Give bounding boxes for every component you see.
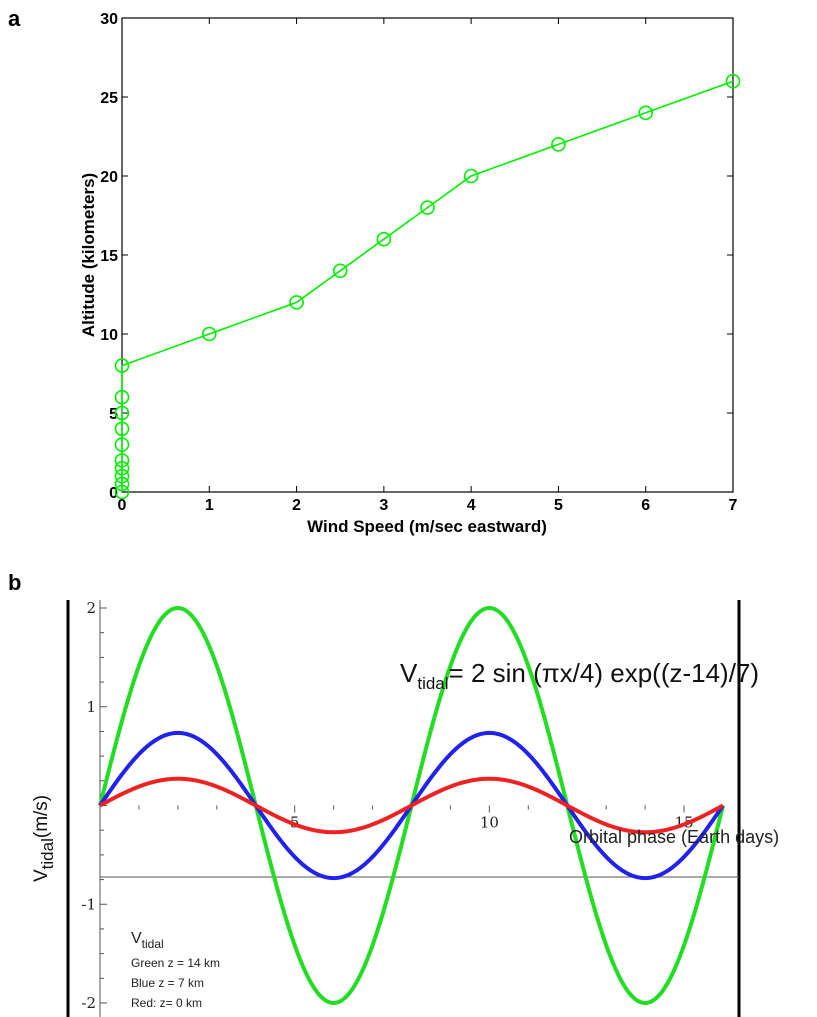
chart-a-point — [114, 484, 130, 500]
chart-a-x-tick-label: 2 — [292, 497, 301, 514]
chart-a-y-tick-label: 0 — [109, 485, 118, 502]
chart-a-point — [114, 437, 130, 452]
chart-a-ticks: 0 1 2 3 4 5 6 7 0 5 10 15 20 25 30 — [100, 11, 737, 514]
chart-a-y-axis-title: Altitude (kilometers) — [79, 173, 98, 337]
chart-a-point — [289, 295, 304, 310]
chart-b-y-tick-label: -1 — [81, 895, 96, 913]
chart-a-x-tick-label: 4 — [467, 497, 476, 514]
chart-a-point — [114, 476, 130, 492]
chart-a-point — [551, 137, 566, 152]
chart-a-y-tick-label: 5 — [109, 406, 118, 423]
chart-a-x-tick-label: 3 — [379, 497, 388, 514]
legend-line-blue: Blue z = 7 km — [131, 976, 204, 990]
chart-a-series — [114, 73, 741, 500]
chart-a-y-tick-label: 15 — [100, 248, 118, 265]
chart-a-point — [376, 231, 392, 247]
chart-a-point — [114, 453, 130, 468]
chart-a-point — [114, 421, 130, 437]
chart-a-point — [201, 326, 217, 342]
chart-b-legend: Vtidal Green z = 14 km Blue z = 7 km Red… — [131, 930, 220, 1010]
chart-b-series — [98, 605, 725, 1006]
chart-a-point — [114, 405, 130, 421]
chart-a-y-tick-label: 10 — [100, 327, 118, 344]
chart-b-y-tick-label: 2 — [86, 600, 96, 617]
chart-a-x-tick-label: 0 — [118, 497, 127, 514]
legend-title: Vtidal — [131, 930, 164, 951]
chart-a-series-line — [121, 80, 734, 492]
panel-label-b: b — [8, 570, 22, 595]
chart-b-y-tick-label: 1 — [86, 698, 96, 716]
chart-a-point — [114, 468, 130, 484]
chart-a-point — [638, 105, 654, 121]
chart-a-y-tick-label: 25 — [100, 90, 118, 107]
chart-a-point — [463, 168, 479, 184]
chart-a-x-axis-title: Wind Speed (m/sec eastward) — [307, 517, 547, 536]
chart-b-y-tick-label: -2 — [81, 994, 96, 1012]
chart-a: 0 1 2 3 4 5 6 7 0 5 10 15 20 25 30 Wind Speed (m/sec e… — [79, 11, 741, 536]
chart-a-point — [114, 460, 130, 476]
chart-a-x-tick-label: 6 — [641, 497, 650, 514]
chart-a-point — [332, 263, 348, 279]
chart-a-x-tick-label: 5 — [554, 497, 563, 514]
chart-b-x-axis-title: Orbital phase (Earth days) — [569, 827, 779, 847]
chart-a-point — [420, 200, 435, 215]
chart-a-point — [114, 389, 130, 405]
chart-a-point — [114, 358, 130, 373]
chart-b-equation: Vtidal= 2 sin (πx/4) exp((z-14)/7) — [400, 658, 759, 693]
legend-line-red: Red: z= 0 km — [131, 996, 202, 1010]
chart-a-x-tick-label: 1 — [205, 497, 214, 514]
chart-a-y-tick-label: 30 — [100, 11, 118, 28]
panel-label-a: a — [8, 6, 21, 31]
chart-a-frame — [121, 17, 734, 493]
chart-b-x-tick-label: 10 — [480, 814, 499, 832]
chart-a-x-tick-label: 7 — [729, 497, 738, 514]
chart-b-series-red — [99, 776, 724, 835]
chart-a-y-tick-label: 20 — [100, 169, 118, 186]
chart-b-y-axis-title: Vtidal(m/s) — [31, 795, 57, 882]
legend-line-green: Green z = 14 km — [131, 956, 220, 970]
chart-a-point — [725, 73, 741, 89]
